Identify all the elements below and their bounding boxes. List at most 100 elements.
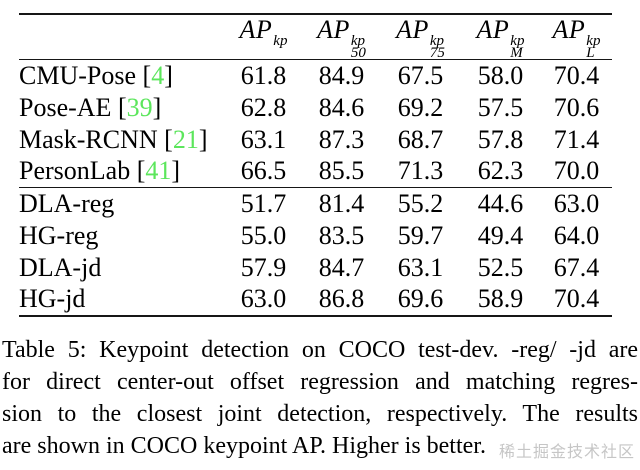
table-row: DLA-reg 51.7 81.4 55.2 44.6 63.0	[19, 188, 612, 220]
value-cell: 87.3	[318, 124, 365, 154]
value-cell: 70.4	[553, 284, 600, 313]
value-cell: 52.5	[477, 252, 524, 282]
table-caption: Table 5: Keypoint detection on COCO test…	[2, 334, 638, 462]
value-cell: 83.5	[318, 220, 365, 250]
math-base: AP	[476, 15, 510, 44]
value-cell: 63.0	[240, 284, 287, 313]
value-cell: 71.3	[397, 156, 444, 186]
caption-line: Table 5: Keypoint detection on COCO test…	[2, 337, 638, 363]
header-cell-apm: AP kp M	[460, 14, 541, 61]
math-base: AP	[552, 15, 586, 44]
cite-bracket: [	[142, 60, 152, 90]
method-cell: HG-reg	[19, 220, 225, 252]
caption-line: for direct center-out offset regression …	[2, 369, 638, 395]
math-subscript: M	[510, 45, 523, 61]
math-superscript: kp	[350, 33, 366, 49]
value-cell: 63.0	[553, 188, 600, 218]
method-cell: Mask-RCNN [21]	[19, 124, 225, 156]
math-subscript: L	[586, 45, 595, 61]
cite-bracket: ]	[152, 92, 162, 122]
table-header-row: AP kp AP kp 50 AP kp 75 AP kp M AP kp L	[19, 14, 612, 61]
method-label: Pose-AE	[19, 92, 118, 122]
cite-bracket: [	[136, 156, 146, 186]
value-cell: 69.6	[397, 284, 444, 313]
method-label: Mask-RCNN	[19, 124, 165, 154]
value-cell: 63.1	[240, 124, 287, 154]
math-superscript: kp	[510, 33, 525, 49]
value-cell: 85.5	[318, 156, 365, 186]
citation-link[interactable]: 39	[126, 92, 153, 122]
method-cell: Pose-AE [39]	[19, 92, 225, 124]
value-cell: 64.0	[553, 220, 600, 250]
method-cell: PersonLab [41]	[19, 156, 225, 188]
method-label: DLA-reg	[19, 188, 115, 218]
caption-line: sion to the closest joint detection, res…	[2, 401, 638, 427]
math-superscript: kp	[429, 33, 445, 49]
value-cell: 71.4	[553, 124, 600, 154]
cite-bracket: ]	[198, 124, 208, 154]
value-cell: 57.5	[477, 92, 524, 122]
value-cell: 84.9	[318, 60, 365, 90]
math-superscript: kp	[273, 33, 288, 49]
header-cell-apl: AP kp L	[541, 14, 612, 61]
cite-bracket: [	[164, 124, 173, 154]
value-cell: 84.7	[318, 252, 365, 282]
value-cell: 57.9	[240, 252, 287, 282]
value-cell: 66.5	[240, 156, 287, 186]
value-cell: 69.2	[397, 92, 444, 122]
math-base: AP	[239, 15, 273, 44]
value-cell: 59.7	[397, 220, 444, 250]
method-label: HG-reg	[19, 220, 99, 250]
value-cell: 44.6	[477, 188, 524, 218]
citation-link[interactable]: 21	[172, 124, 199, 154]
caption-line: are shown in COCO keypoint AP. Higher is…	[2, 433, 486, 459]
citation-link[interactable]: 4	[151, 60, 165, 90]
method-label: DLA-jd	[19, 252, 102, 282]
header-cell-ap50: AP kp 50	[302, 14, 381, 61]
value-cell: 84.6	[318, 92, 365, 122]
results-table: AP kp AP kp 50 AP kp 75 AP kp M AP kp L CMU-Pose …	[19, 13, 612, 317]
corner-cell	[19, 14, 225, 60]
value-cell: 57.8	[477, 124, 524, 154]
value-cell: 55.0	[240, 220, 287, 250]
math-base: AP	[317, 15, 350, 44]
value-cell: 70.0	[553, 156, 600, 186]
method-label: HG-jd	[19, 284, 86, 313]
juejin-watermark: 稀土掘金技术社区	[498, 444, 635, 461]
cite-bracket: ]	[171, 156, 181, 186]
math-base: AP	[396, 15, 429, 44]
value-cell: 63.1	[397, 252, 444, 282]
value-cell: 70.4	[553, 60, 600, 90]
table-row: Pose-AE [39] 62.8 84.6 69.2 57.5 70.6	[19, 92, 612, 124]
value-cell: 62.8	[240, 92, 287, 122]
table-row: HG-reg 55.0 83.5 59.7 49.4 64.0	[19, 220, 612, 252]
method-cell: CMU-Pose [4]	[19, 60, 225, 92]
value-cell: 58.0	[477, 60, 524, 90]
value-cell: 51.7	[240, 188, 287, 218]
math-subscript: 50	[350, 45, 366, 61]
table-row: DLA-jd 57.9 84.7 63.1 52.5 67.4	[19, 252, 612, 284]
value-cell: 49.4	[477, 220, 524, 250]
method-cell: DLA-reg	[19, 188, 225, 220]
method-label: CMU-Pose	[19, 60, 143, 90]
value-cell: 68.7	[397, 124, 444, 154]
table-row: PersonLab [41] 66.5 85.5 71.3 62.3 70.0	[19, 156, 612, 188]
value-cell: 70.6	[553, 92, 600, 122]
table-row: HG-jd 63.0 86.8 69.6 58.9 70.4	[19, 284, 612, 316]
value-cell: 58.9	[477, 284, 524, 313]
value-cell: 62.3	[477, 156, 524, 186]
method-label: PersonLab	[19, 156, 137, 186]
header-cell-ap: AP kp	[225, 14, 302, 60]
cite-bracket: [	[117, 92, 127, 122]
value-cell: 86.8	[318, 284, 365, 313]
table-row: Mask-RCNN [21] 63.1 87.3 68.7 57.8 71.4	[19, 124, 612, 156]
cite-bracket: ]	[164, 60, 173, 90]
method-cell: HG-jd	[19, 284, 225, 316]
value-cell: 81.4	[318, 188, 365, 218]
value-cell: 67.4	[553, 252, 600, 282]
math-superscript: kp	[586, 33, 601, 49]
citation-link[interactable]: 41	[145, 156, 172, 186]
header-cell-ap75: AP kp 75	[381, 14, 460, 61]
value-cell: 67.5	[397, 60, 444, 90]
